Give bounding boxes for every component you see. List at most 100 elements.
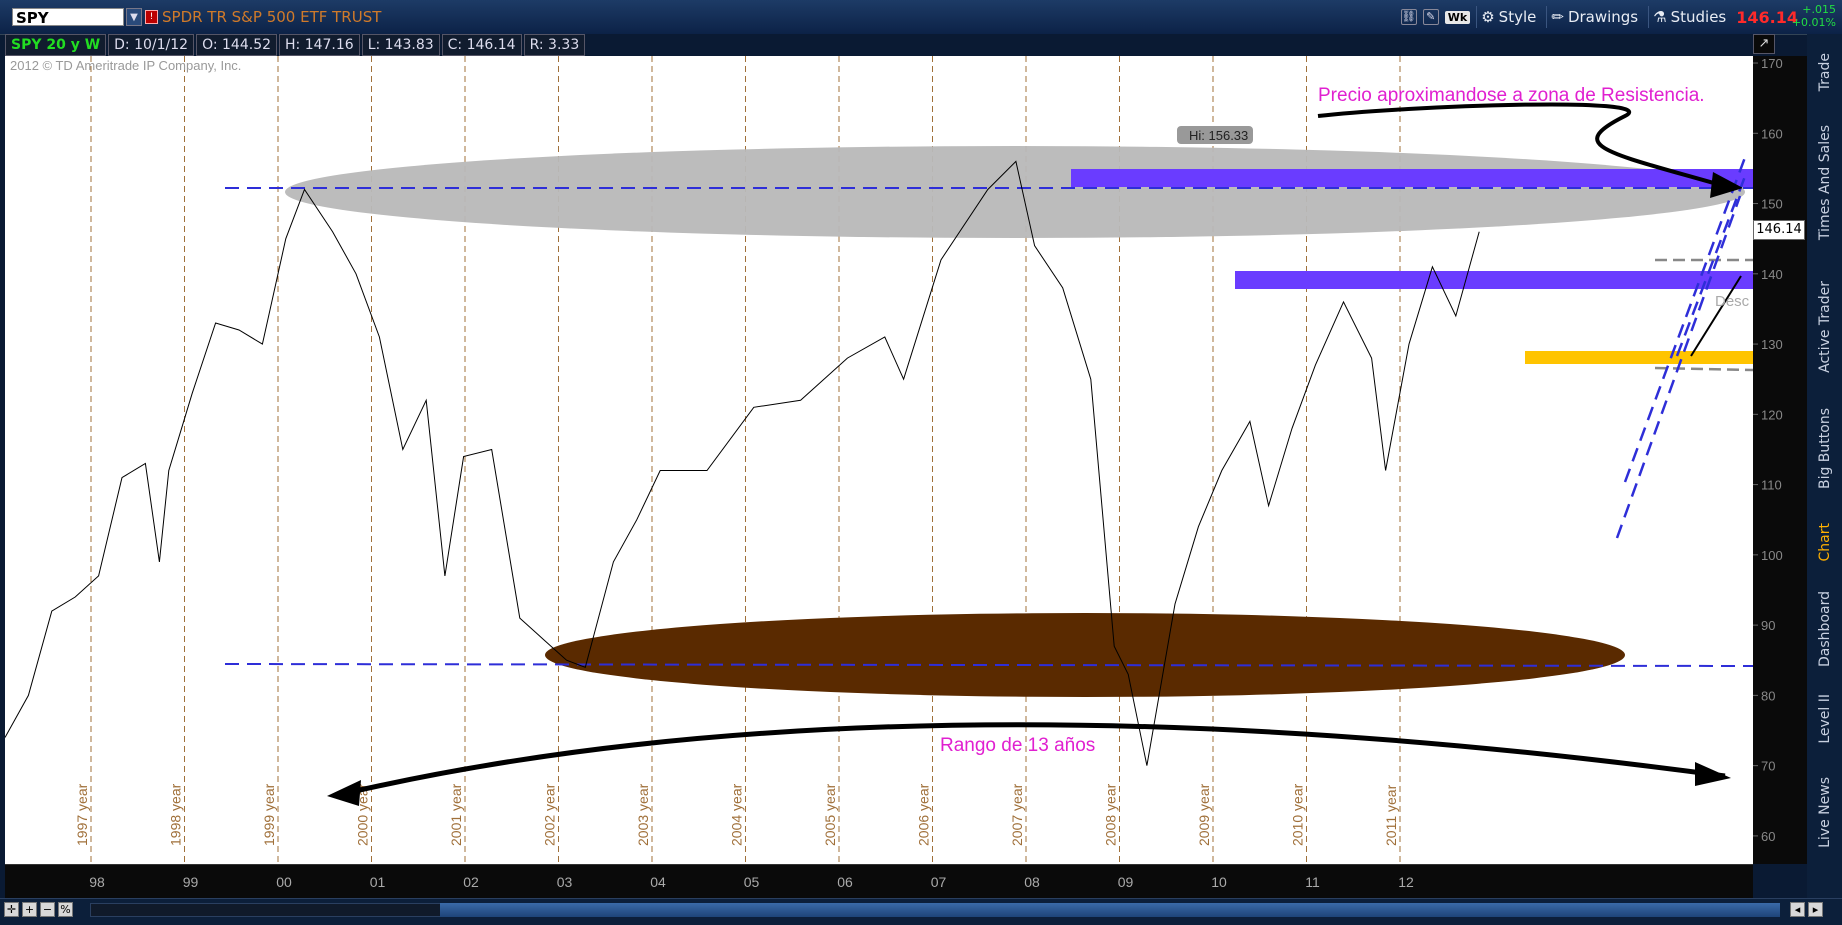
tab-big-buttons-label: Big Buttons	[1816, 408, 1833, 490]
tab-active-trader[interactable]: Active Trader	[1807, 266, 1842, 388]
crosshair-icon[interactable]: ✛	[4, 902, 19, 917]
scroll-left-icon[interactable]: ◂	[1790, 902, 1805, 917]
symbol-description: SPDR TR S&P 500 ETF TRUST	[162, 8, 382, 26]
year-marker-label: 2003 year	[635, 783, 651, 846]
y-tick-label: 70	[1761, 759, 1775, 774]
studies-icon: ⚗	[1653, 8, 1667, 26]
y-tick-label: 60	[1761, 829, 1775, 844]
channel-dash-1	[1615, 195, 1742, 539]
y-tick-label: 100	[1761, 548, 1783, 563]
tab-active-trader-label: Active Trader	[1816, 281, 1833, 373]
price-axis[interactable]: 60 70 80 90 100 110 120 130 140 150 160 170	[1753, 56, 1807, 864]
y-tick-label: 80	[1761, 688, 1775, 703]
low-readout: L: 143.83	[361, 34, 440, 56]
bottom-scrollbar-bar: ✛ + − % ◂ ▸	[0, 898, 1842, 925]
year-marker-label: 2009 year	[1196, 783, 1212, 846]
zoom-in-icon[interactable]: +	[22, 902, 37, 917]
time-axis[interactable]: 98 99 00 01 02 03 04 05 06 07 08 09 10 11 12	[5, 864, 1753, 899]
drawings-button[interactable]: ✏ Drawings	[1546, 6, 1642, 28]
y-tick-label: 150	[1761, 197, 1783, 212]
x-tick-label: 09	[1118, 874, 1134, 890]
range-readout: R: 3.33	[523, 34, 586, 56]
chart-canvas[interactable]: 1997 year 1998 year 1999 year 2000 year 2001…	[5, 56, 1753, 864]
tab-chart[interactable]: Chart	[1807, 512, 1842, 572]
tab-times-and-sales[interactable]: Times And Sales	[1807, 108, 1842, 258]
year-marker-label: 1997 year	[74, 783, 90, 846]
x-tick-label: 08	[1024, 874, 1040, 890]
year-marker-label: 2010 year	[1290, 783, 1306, 846]
change-value: +.015	[1802, 3, 1836, 16]
resistance-arrow	[1317, 102, 1718, 186]
tab-big-buttons[interactable]: Big Buttons	[1807, 394, 1842, 504]
drawings-label: Drawings	[1567, 8, 1639, 26]
hi-label-box	[1177, 126, 1253, 144]
hi-label: Hi: 156.33	[1189, 128, 1248, 143]
chart-corner-button[interactable]: ↗	[1753, 34, 1775, 54]
year-marker-label: 2007 year	[1009, 783, 1025, 846]
support-zone	[545, 613, 1625, 697]
resistance-arrowhead	[1710, 172, 1743, 198]
x-tick-label: 07	[931, 874, 947, 890]
last-price-marker: 146.14	[1753, 220, 1805, 240]
blue-band-resistance	[1071, 169, 1753, 187]
tab-dashboard[interactable]: Dashboard	[1807, 580, 1842, 678]
style-button[interactable]: ⚙ Style	[1476, 6, 1540, 28]
tab-dashboard-label: Dashboard	[1816, 591, 1833, 667]
x-tick-label: 01	[370, 874, 386, 890]
chart-symbol-label[interactable]: SPY 20 y W	[5, 34, 107, 56]
tab-times-and-sales-label: Times And Sales	[1816, 125, 1833, 241]
y-tick-label: 130	[1761, 337, 1783, 352]
x-tick-label: 04	[650, 874, 666, 890]
tab-trade[interactable]: Trade	[1807, 42, 1842, 102]
year-marker-label: 2011 year	[1383, 784, 1399, 846]
date-readout: D: 10/1/12	[108, 34, 195, 56]
price-chart[interactable]: 1997 year 1998 year 1999 year 2000 year 2001…	[5, 56, 1753, 864]
x-tick-label: 03	[557, 874, 573, 890]
symbol-input[interactable]: SPY	[12, 8, 124, 27]
x-tick-label: 02	[463, 874, 479, 890]
year-marker-label: 2005 year	[822, 783, 838, 846]
percent-icon[interactable]: %	[58, 902, 73, 917]
toolbar-right: ⛓ ✎ Wk ⚙ Style ✏ Drawings ⚗ Studies 146.14	[1400, 6, 1798, 28]
resistance-annotation: Precio aproximandose a zona de Resistenc…	[1318, 85, 1705, 106]
time-scroll-thumb[interactable]	[440, 903, 1780, 917]
channel-dash-2	[1623, 151, 1749, 483]
close-readout: C: 146.14	[441, 34, 522, 56]
settings-wrench-icon[interactable]: ✎	[1422, 9, 1439, 25]
y-tick-label: 170	[1761, 56, 1783, 71]
style-icon: ⚙	[1481, 8, 1495, 26]
x-tick-label: 00	[276, 874, 292, 890]
change-percent: +0.01%	[1791, 16, 1836, 29]
tab-live-news[interactable]: Live News	[1807, 762, 1842, 862]
high-readout: H: 147.16	[279, 34, 360, 56]
alert-flag-icon[interactable]: !	[145, 10, 158, 24]
x-tick-label: 05	[744, 874, 760, 890]
price-axis-ticks: 60 70 80 90 100 110 120 130 140 150 160 170	[1753, 56, 1783, 844]
side-tab-strip: Trade Times And Sales Active Trader Big …	[1807, 34, 1842, 900]
tab-level-ii-label: Level II	[1816, 694, 1833, 744]
tab-trade-label: Trade	[1816, 52, 1833, 92]
x-tick-label: 11	[1305, 874, 1320, 890]
tab-live-news-label: Live News	[1816, 776, 1833, 848]
blue-band-mid	[1235, 271, 1753, 289]
symbol-dropdown-icon[interactable]: ▼	[126, 8, 142, 26]
scroll-right-icon[interactable]: ▸	[1808, 902, 1823, 917]
channel-dash-3	[1675, 170, 1749, 357]
year-marker-label: 2008 year	[1103, 783, 1119, 846]
time-axis-ticks: 98 99 00 01 02 03 04 05 06 07 08 09 10 11 12	[89, 874, 1414, 890]
tab-level-ii[interactable]: Level II	[1807, 684, 1842, 754]
range-annotation: Rango de 13 años	[940, 735, 1095, 756]
x-tick-label: 10	[1211, 874, 1227, 890]
interval-button[interactable]: Wk	[1444, 10, 1471, 24]
tab-chart-label: Chart	[1816, 522, 1833, 562]
dashed-level-bottom	[224, 663, 1753, 667]
open-readout: O: 144.52	[196, 34, 278, 56]
y-tick-label: 120	[1761, 407, 1783, 422]
yellow-band	[1525, 351, 1753, 364]
y-tick-label: 160	[1761, 126, 1783, 141]
last-price: 146.14	[1736, 7, 1798, 27]
zoom-out-icon[interactable]: −	[40, 902, 55, 917]
link-icon[interactable]: ⛓	[1400, 9, 1417, 25]
year-marker-label: 1998 year	[168, 783, 184, 846]
studies-button[interactable]: ⚗ Studies	[1648, 6, 1730, 28]
